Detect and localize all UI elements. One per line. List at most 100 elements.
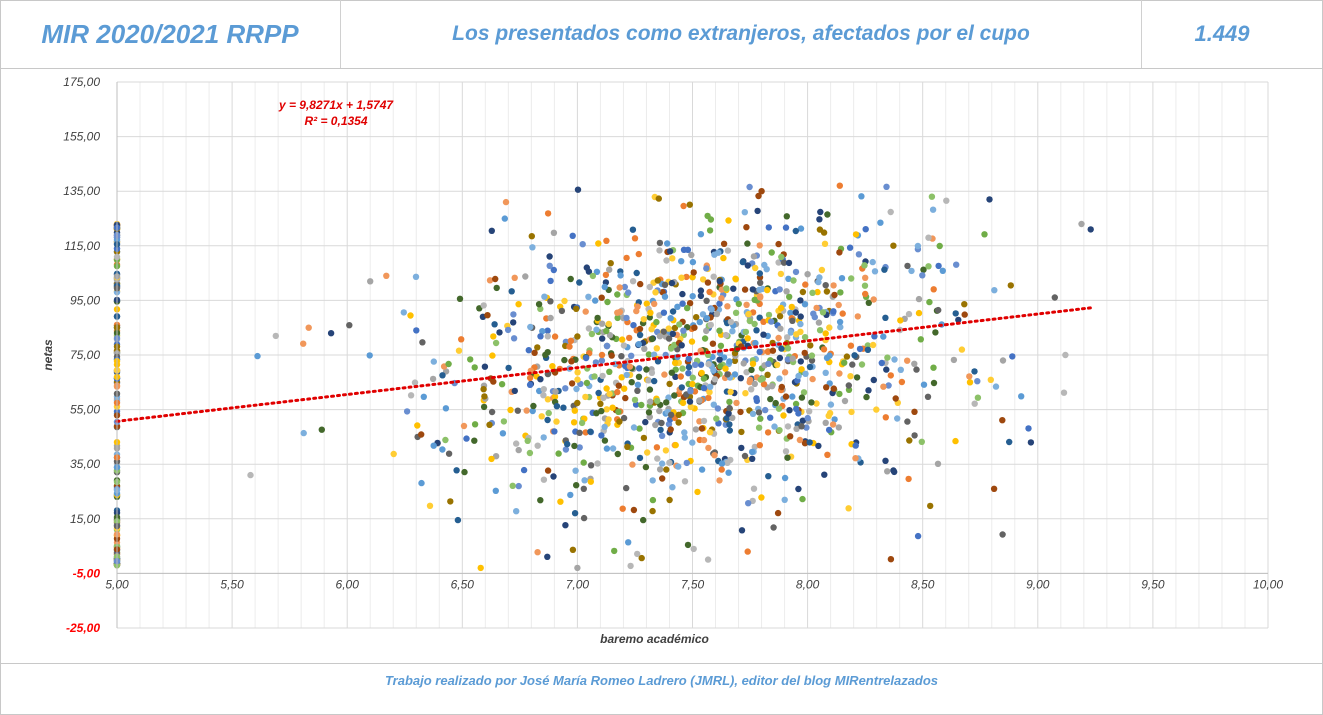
data-point <box>665 325 672 332</box>
data-point <box>783 288 790 295</box>
data-point <box>678 342 685 349</box>
y-tick-label: 35,00 <box>70 457 100 471</box>
data-point <box>799 417 806 424</box>
data-point <box>760 331 767 338</box>
data-point <box>952 437 959 445</box>
data-point <box>653 345 660 352</box>
data-point <box>743 301 750 308</box>
data-point <box>636 331 644 339</box>
data-point <box>877 219 884 226</box>
data-point <box>500 418 508 425</box>
data-point <box>729 414 736 421</box>
data-point <box>636 454 644 462</box>
x-tick-label: 9,00 <box>1026 577 1050 591</box>
data-point <box>550 266 557 274</box>
data-point <box>707 216 715 223</box>
data-point <box>588 330 596 338</box>
data-point <box>820 229 828 236</box>
data-point <box>675 411 682 418</box>
data-point <box>790 277 797 284</box>
data-point <box>703 265 710 272</box>
data-point <box>784 356 792 363</box>
data-point <box>595 240 602 247</box>
data-point <box>624 443 631 450</box>
data-point <box>747 376 754 383</box>
data-point <box>576 429 583 436</box>
data-point <box>490 333 497 340</box>
data-point <box>619 505 626 512</box>
data-point <box>827 401 835 408</box>
data-point <box>633 269 640 277</box>
data-point <box>824 451 831 458</box>
data-point <box>784 454 791 461</box>
data-point <box>560 404 567 411</box>
data-point <box>647 398 654 405</box>
data-point <box>920 266 927 273</box>
data-point <box>603 385 610 392</box>
data-point <box>808 357 816 364</box>
data-point <box>806 439 813 446</box>
data-point <box>653 318 660 326</box>
data-point <box>904 262 911 270</box>
data-point <box>804 271 811 278</box>
data-point <box>616 308 624 316</box>
data-point <box>713 415 720 422</box>
data-point <box>698 425 706 432</box>
data-point <box>726 358 733 365</box>
y-tick-label: 115,00 <box>64 239 100 253</box>
data-point <box>852 231 860 238</box>
data-point <box>788 303 795 311</box>
data-point <box>792 268 800 276</box>
data-point <box>804 414 811 422</box>
data-point <box>430 442 437 449</box>
data-point <box>915 295 923 303</box>
data-point <box>906 437 913 444</box>
data-point <box>829 421 837 428</box>
data-point <box>891 356 898 363</box>
data-point <box>654 277 661 284</box>
data-point <box>412 273 420 280</box>
data-point <box>551 333 559 340</box>
data-point <box>776 375 783 382</box>
data-point <box>789 393 796 400</box>
data-point <box>716 278 723 285</box>
data-point <box>661 281 669 288</box>
data-point <box>574 333 581 340</box>
data-point <box>847 342 855 349</box>
y-tick-label: 175,00 <box>63 75 100 89</box>
data-point <box>603 406 610 413</box>
data-point <box>856 345 864 353</box>
data-point <box>653 444 661 451</box>
data-point <box>567 491 574 499</box>
data-point <box>690 545 697 553</box>
data-point <box>727 388 734 396</box>
data-point <box>698 466 706 473</box>
data-point <box>738 428 745 436</box>
data-point <box>725 410 732 417</box>
data-point <box>407 312 414 319</box>
data-point <box>732 275 739 282</box>
data-point <box>526 449 534 457</box>
data-point <box>839 310 846 317</box>
data-point <box>1087 226 1094 233</box>
data-point <box>658 432 666 439</box>
data-point <box>710 273 717 280</box>
data-point <box>629 226 637 233</box>
data-point <box>629 461 636 468</box>
data-point <box>739 258 746 266</box>
data-point <box>720 240 728 247</box>
data-point <box>669 255 676 262</box>
data-point <box>547 277 554 285</box>
data-point <box>890 242 897 249</box>
data-point <box>798 394 806 401</box>
data-point <box>471 437 478 444</box>
data-point <box>523 407 530 414</box>
data-point <box>870 296 877 303</box>
data-point <box>751 320 758 328</box>
data-point <box>784 345 792 352</box>
x-tick-label: 10,00 <box>1253 577 1283 591</box>
data-point <box>667 315 674 322</box>
data-point <box>815 319 823 326</box>
x-tick-labels: 5,00 5,50 6,00 6,50 7,00 7,50 8,00 8,50 9,00 9,50… <box>105 577 1283 591</box>
x-tick-label: 8,00 <box>796 577 820 591</box>
